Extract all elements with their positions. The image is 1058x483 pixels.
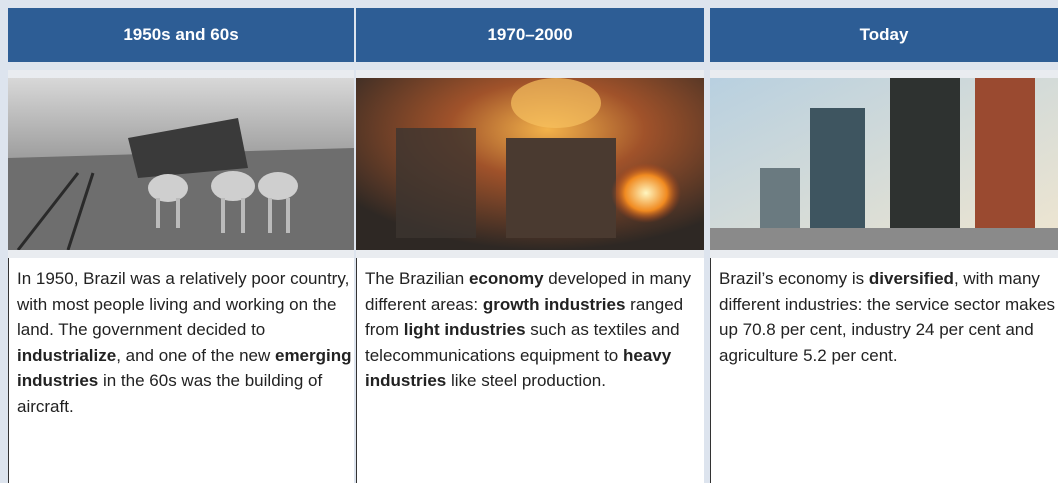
photo-steelworks (356, 78, 704, 250)
photo-frame (710, 70, 1058, 258)
photo-frame (356, 70, 704, 258)
text-run: , and one of the new (116, 346, 275, 365)
column-heading: 1950s and 60s (8, 8, 354, 62)
photo-city (710, 78, 1058, 250)
column-text: Brazil’s economy is diversified, with ma… (710, 258, 1058, 483)
key-term: economy (469, 269, 544, 288)
column-text: In 1950, Brazil was a relatively poor co… (8, 258, 354, 483)
column-heading: Today (710, 8, 1058, 62)
column: Today Brazil’s economy is diversified, w… (710, 8, 1058, 483)
key-term: industrialize (17, 346, 116, 365)
photo-oxcart (8, 78, 354, 250)
key-term: growth industries (483, 295, 626, 314)
text-run: Brazil’s economy is (719, 269, 869, 288)
text-run: In 1950, Brazil was a relatively poor co… (17, 269, 349, 339)
key-term: light industries (404, 320, 526, 339)
key-term: diversified (869, 269, 954, 288)
page: 1950s and 60s In 1950, Brazil was a rela… (0, 0, 1058, 483)
column: 1950s and 60s In 1950, Brazil was a rela… (8, 8, 354, 483)
column: 1970–2000 The Brazilian economy develope… (356, 8, 704, 483)
text-run: like steel production. (446, 371, 606, 390)
column-text: The Brazilian economy developed in many … (356, 258, 704, 483)
column-heading: 1970–2000 (356, 8, 704, 62)
photo-frame (8, 70, 354, 258)
text-run: The Brazilian (365, 269, 469, 288)
